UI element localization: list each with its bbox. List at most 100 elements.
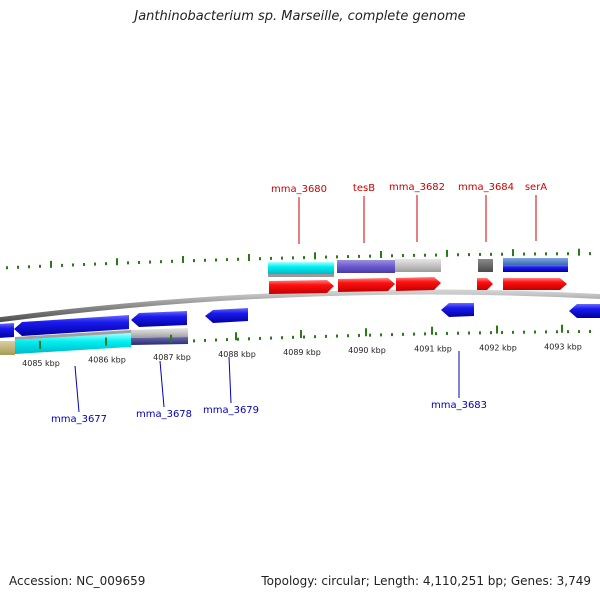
cog-bar — [0, 341, 15, 355]
gene-leader-line — [228, 356, 232, 404]
ring-dot — [534, 252, 536, 256]
gene-arrow-mma_3682 — [396, 277, 441, 291]
ring-dot — [567, 252, 569, 256]
tick-label: 4086 kbp — [88, 356, 126, 365]
tick-mark — [300, 330, 302, 339]
gene-arrow — [569, 304, 600, 318]
gene-label-mma_3684: mma_3684 — [458, 182, 514, 193]
ring-dot — [215, 258, 217, 262]
ring-dot — [391, 254, 393, 258]
ring-dot — [61, 263, 63, 267]
cog-bar — [131, 337, 188, 345]
ring-dot — [490, 252, 492, 256]
gene-arrow-mma_3678 — [131, 311, 187, 327]
tick-mark — [561, 324, 563, 333]
ring-dot — [435, 253, 437, 257]
tick-mark — [170, 334, 172, 343]
gene-arrow-mma_3683 — [441, 303, 474, 317]
ring-dot — [347, 255, 349, 259]
gene-arrow-serA — [503, 278, 567, 290]
accession-text: Accession: NC_009659 — [9, 574, 146, 588]
ring-dot — [457, 331, 459, 335]
ring-dot — [468, 253, 470, 257]
tick-label: 4085 kbp — [22, 359, 60, 368]
ring-dot — [105, 262, 107, 266]
ring-dot — [237, 257, 239, 261]
ring-dot — [237, 337, 239, 341]
ring-dot — [72, 263, 74, 267]
ring-dot — [402, 254, 404, 258]
ring-dot — [501, 252, 503, 256]
ring-dot — [501, 330, 503, 334]
ring-dot — [127, 261, 129, 265]
ring-dot — [303, 335, 305, 339]
ring-dot — [567, 330, 569, 334]
cog-bar — [478, 259, 493, 272]
ring-dot — [358, 333, 360, 337]
ring-dot — [138, 260, 140, 264]
forward-cog-track — [268, 258, 568, 277]
ring-dot — [270, 336, 272, 340]
tick-label: 4091 kbp — [414, 345, 452, 354]
ring-dot — [578, 330, 580, 334]
ring-dot — [116, 258, 118, 266]
ring-dot — [292, 335, 294, 339]
cog-bar — [268, 262, 334, 274]
ring-dot — [336, 255, 338, 259]
tick-label: 4092 kbp — [479, 344, 517, 353]
map-title: Janthinobacterium sp. Marseille, complet… — [134, 9, 466, 24]
ring-dot — [160, 260, 162, 264]
gene-arrow — [0, 323, 14, 338]
outer-gc-ring — [6, 248, 591, 270]
gene-arrow-mma_3680 — [269, 280, 334, 294]
tick-label: 4087 kbp — [153, 353, 191, 362]
ring-dot — [292, 256, 294, 260]
ring-dot — [358, 254, 360, 258]
genome-backbone — [0, 289, 600, 323]
ring-dot — [259, 336, 261, 340]
gene-label-mma_3682: mma_3682 — [389, 182, 445, 193]
ring-dot — [457, 253, 459, 257]
cog-bar — [337, 260, 395, 273]
ring-dot — [446, 249, 448, 257]
ring-dot — [479, 252, 481, 256]
ring-dot — [314, 252, 316, 260]
ring-dot — [369, 254, 371, 258]
tick-label: 4093 kbp — [544, 343, 582, 352]
ring-dot — [226, 258, 228, 262]
gene-arrow-mma_3679 — [205, 308, 248, 323]
ring-dot — [479, 331, 481, 335]
ring-dot — [204, 338, 206, 342]
ring-dot — [325, 334, 327, 338]
gene-leader-line — [74, 365, 80, 413]
ring-dot — [523, 330, 525, 334]
ring-dot — [39, 264, 41, 268]
gene-arrow-mma_3684 — [477, 278, 493, 290]
gene-label-tesB: tesB — [353, 183, 375, 194]
ring-dot — [369, 333, 371, 337]
ring-dot — [303, 256, 305, 260]
gene-label-mma_3680: mma_3680 — [271, 184, 327, 195]
ring-dot — [193, 339, 195, 343]
ring-dot — [182, 255, 184, 263]
ring-dot — [545, 330, 547, 334]
tick-mark — [431, 326, 433, 335]
cog-bar — [503, 265, 568, 272]
ring-dot — [380, 333, 382, 337]
ring-dot — [314, 335, 316, 339]
ring-dot — [402, 332, 404, 336]
ring-dot — [523, 252, 525, 256]
tick-mark — [105, 337, 107, 346]
ring-dot — [534, 330, 536, 334]
tick-label: 4088 kbp — [218, 350, 256, 359]
ring-dot — [28, 265, 30, 269]
ring-dot — [270, 256, 272, 260]
ring-dot — [248, 337, 250, 341]
cog-bar — [503, 258, 568, 265]
ring-dot — [424, 253, 426, 257]
ring-dot — [171, 259, 173, 263]
gene-label-mma_3678: mma_3678 — [136, 409, 192, 420]
gene-label-mma_3677: mma_3677 — [51, 414, 107, 425]
ring-dot — [413, 332, 415, 336]
